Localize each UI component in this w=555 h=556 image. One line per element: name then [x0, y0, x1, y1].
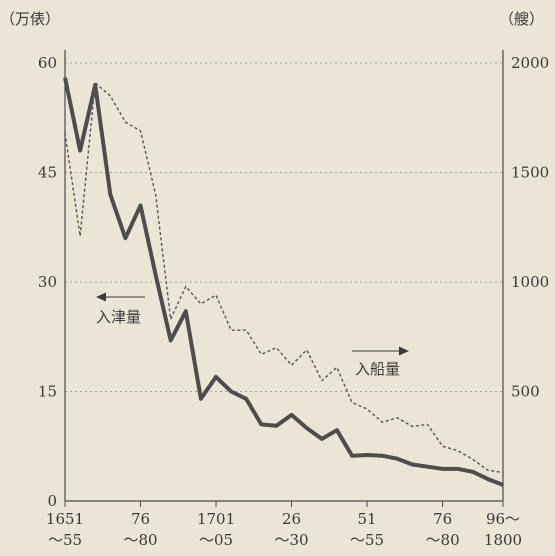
x-tick-label-bottom: ～55 [350, 531, 384, 549]
annotation-nyusen: 入船量 [352, 346, 409, 378]
right-tick-label: 2000 [511, 54, 549, 72]
left-tick-label: 15 [38, 383, 57, 401]
left-tick-label: 30 [38, 273, 57, 291]
x-tick-label-bottom: ～30 [275, 531, 309, 549]
x-tick-label-top: 1701 [197, 510, 235, 528]
x-tick-label-top: 1651 [46, 510, 84, 528]
left-tick-label: 60 [38, 54, 57, 72]
x-tick-label-bottom: ～05 [199, 531, 233, 549]
right-tick-label: 500 [511, 383, 540, 401]
x-tick-label-top: 76 [433, 510, 452, 528]
axes [64, 50, 504, 502]
x-tick-label-bottom: 1800 [484, 531, 522, 549]
left-tick-label: 45 [38, 164, 57, 182]
annotation-label-nyushin: 入津量 [96, 308, 141, 326]
x-tick-label-top: 51 [358, 510, 377, 528]
right-tick-label: 1500 [511, 164, 549, 182]
series-lines [63, 77, 504, 487]
x-tick-label-bottom: ～80 [123, 531, 157, 549]
x-tick-label-bottom: ～55 [48, 531, 82, 549]
x-tick-label-bottom: ～80 [426, 531, 460, 549]
x-tick-label-top: 26 [282, 510, 301, 528]
left-axis-ticks: 0 15 30 45 60 [38, 54, 57, 510]
annotation-arrow-left-head [96, 292, 106, 302]
series-line-nyushin [63, 77, 504, 487]
left-unit-label: （万俵） [0, 10, 60, 28]
x-tick-label-top: 76 [131, 510, 150, 528]
right-tick-label: 1000 [511, 273, 549, 291]
annotation-arrow-right-head [399, 346, 409, 356]
gridlines [65, 62, 503, 392]
left-tick-label: 0 [47, 492, 57, 510]
right-axis-ticks: 500 1000 1500 2000 [511, 54, 549, 401]
x-axis-ticks: 1651 ～55 76 ～80 1701 ～05 26 ～30 51 ～55 76 ～80 96～ 180… [46, 501, 522, 549]
series-line-nyusen [64, 81, 504, 474]
right-unit-label: （艘） [499, 10, 544, 28]
x-tick-label-top: 96～ [486, 510, 520, 528]
annotation-label-nyusen: 入船量 [355, 360, 400, 378]
annotation-nyushin: 入津量 [96, 292, 145, 326]
